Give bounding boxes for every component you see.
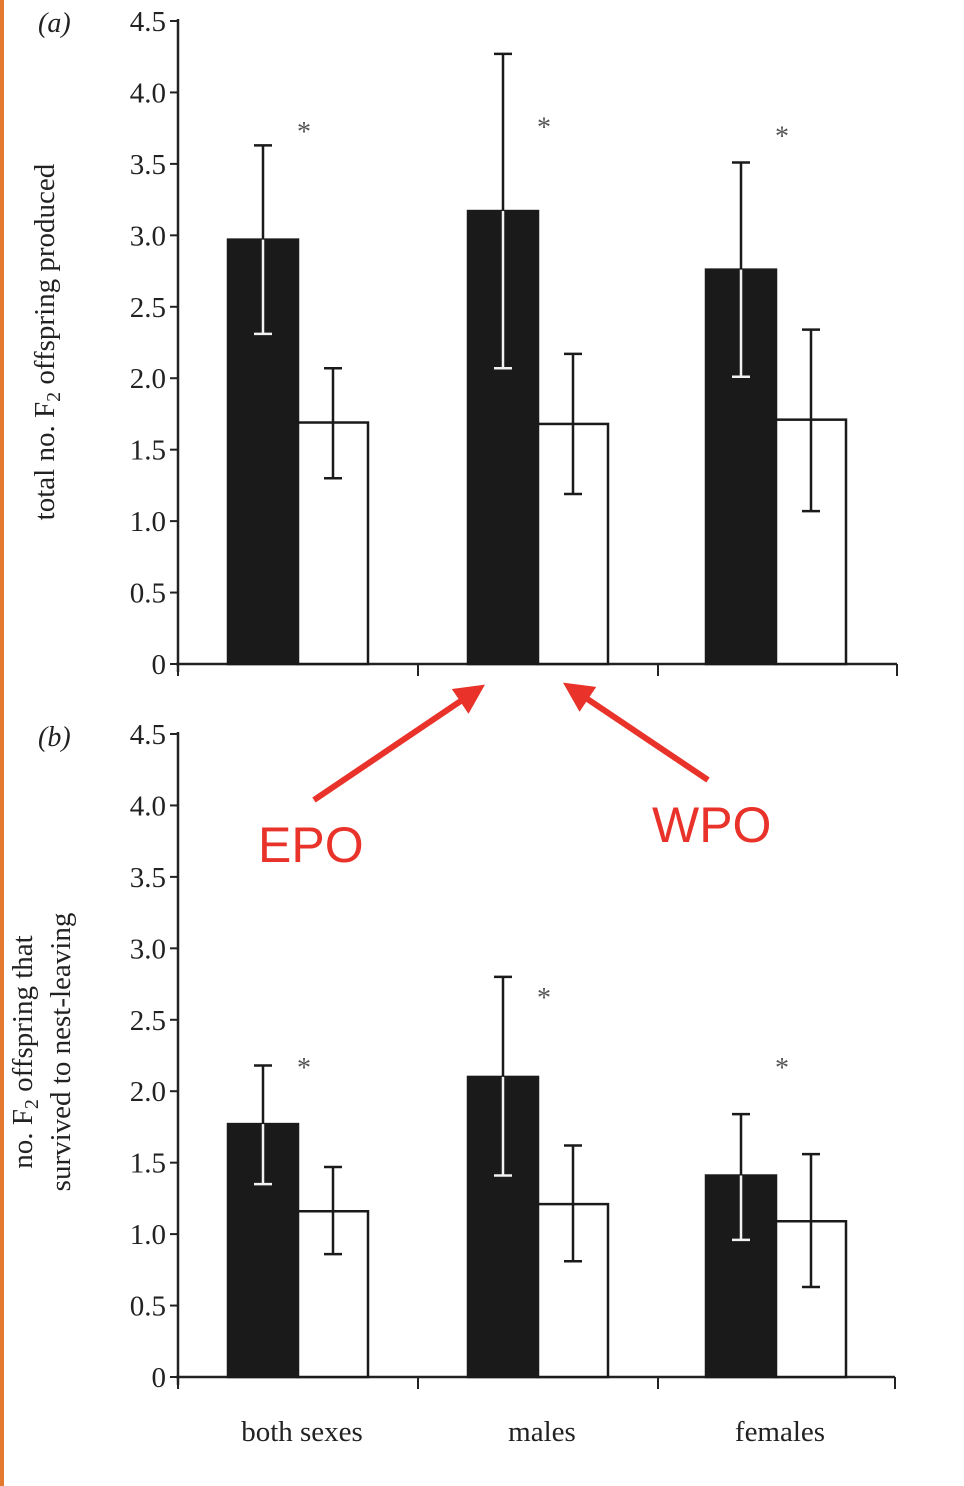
panel-a-y-axis-title: total no. F2 offspring produced bbox=[29, 163, 65, 520]
panel-b-y-axis-title-line2: survived to nest-leaving bbox=[45, 913, 77, 1192]
epo-arrow bbox=[312, 684, 485, 803]
panel-a-error-bars bbox=[254, 52, 820, 513]
significance-star: * bbox=[297, 117, 311, 148]
panel-a-significance-markers: * * * bbox=[297, 113, 789, 153]
category-label: males bbox=[508, 1416, 576, 1448]
significance-star: * bbox=[297, 1053, 311, 1084]
panel-a-label: (a) bbox=[38, 8, 71, 39]
panel-a: (a) total no. F2 offspring produced 0 0.5… bbox=[29, 6, 898, 681]
wpo-label: WPO bbox=[652, 797, 771, 853]
panel-b-axes: 0 0.5 1.0 1.5 2.0 2.5 3.0 3.5 4.0 4.5 bbox=[130, 719, 896, 1394]
y-tick-label: 3.0 bbox=[130, 933, 166, 965]
significance-star: * bbox=[537, 983, 551, 1014]
y-tick-label: 4.5 bbox=[130, 6, 166, 38]
y-tick-label: 3.5 bbox=[130, 862, 166, 894]
y-tick-label: 1.5 bbox=[130, 435, 166, 467]
significance-star: * bbox=[775, 121, 789, 152]
y-tick-label: 0 bbox=[152, 649, 167, 681]
y-tick-label: 4.0 bbox=[130, 77, 166, 109]
y-tick-label: 3.5 bbox=[130, 149, 166, 181]
panel-b-label: (b) bbox=[38, 722, 71, 753]
y-tick-label: 0 bbox=[152, 1362, 167, 1394]
panel-b-category-labels: both sexes males females bbox=[241, 1416, 825, 1448]
y-tick-label: 1.0 bbox=[130, 1219, 166, 1251]
y-tick-label: 0.5 bbox=[130, 1291, 166, 1323]
annotations: EPO WPO bbox=[258, 682, 771, 873]
y-tick-label: 4.0 bbox=[130, 790, 166, 822]
panel-b-significance-markers: * * * bbox=[297, 983, 789, 1084]
significance-star: * bbox=[537, 113, 551, 144]
category-label: females bbox=[735, 1416, 825, 1448]
y-tick-label: 3.0 bbox=[130, 220, 166, 252]
y-tick-label: 4.5 bbox=[130, 719, 166, 751]
y-tick-label: 0.5 bbox=[130, 578, 166, 610]
page-edge-strip bbox=[0, 0, 4, 1486]
bar bbox=[774, 1220, 848, 1379]
y-tick-label: 1.5 bbox=[130, 1148, 166, 1180]
significance-star: * bbox=[775, 1053, 789, 1084]
wpo-arrow bbox=[563, 682, 710, 783]
y-tick-label: 2.5 bbox=[130, 292, 166, 324]
panel-b: (b) no. F2 offspring that survived to ne… bbox=[7, 719, 896, 1448]
panel-b-error-bars bbox=[254, 975, 820, 1289]
panel-a-bars bbox=[226, 209, 848, 666]
y-tick-label: 2.0 bbox=[130, 1076, 166, 1108]
category-label: both sexes bbox=[241, 1416, 363, 1448]
y-tick-label: 2.0 bbox=[130, 363, 166, 395]
y-tick-label: 1.0 bbox=[130, 506, 166, 538]
epo-label: EPO bbox=[258, 817, 364, 873]
panel-b-y-axis-title-line1: no. F2 offspring that bbox=[7, 935, 43, 1168]
panel-b-bars bbox=[226, 1075, 848, 1379]
y-tick-label: 2.5 bbox=[130, 1005, 166, 1037]
